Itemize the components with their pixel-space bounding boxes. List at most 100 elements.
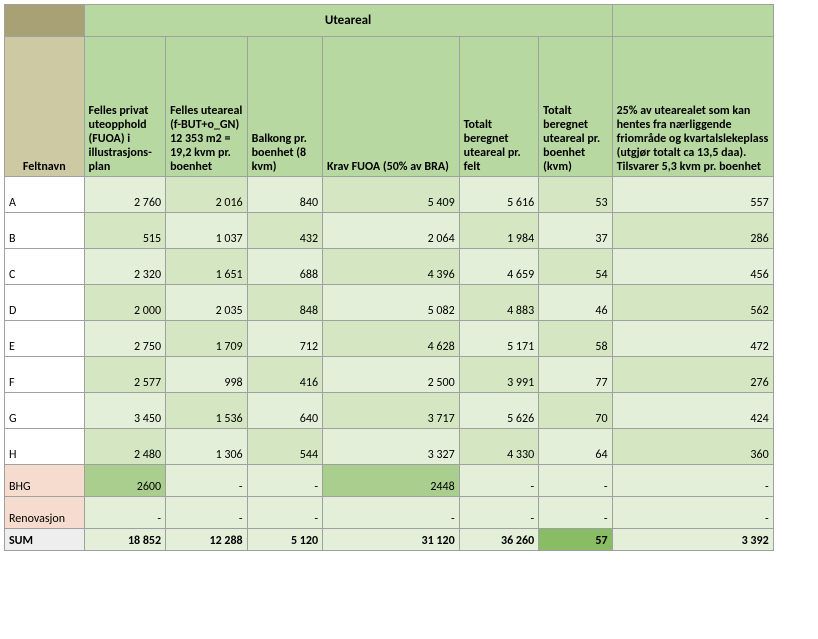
data-cell: 4 396 [323, 249, 460, 285]
top-header-row: Uteareal [5, 5, 815, 37]
data-cell: 1 651 [166, 249, 248, 285]
gap [773, 529, 814, 551]
col-header-5: Totalt beregnet uteareal pr. boenhet (kv… [539, 37, 612, 177]
gap [773, 249, 814, 285]
gap [773, 213, 814, 249]
data-cell: 46 [539, 285, 612, 321]
data-cell: 4 330 [459, 429, 539, 465]
data-cell: 562 [612, 285, 773, 321]
data-cell: - [323, 497, 460, 529]
data-cell: 2 500 [323, 357, 460, 393]
data-cell: 2 320 [84, 249, 166, 285]
data-cell: 77 [539, 357, 612, 393]
data-cell: 5 171 [459, 321, 539, 357]
data-cell: - [539, 497, 612, 529]
data-cell: 4 659 [459, 249, 539, 285]
data-cell: 432 [247, 213, 322, 249]
data-cell: - [166, 497, 248, 529]
table-row: C2 3201 6516884 3964 65954456 [5, 249, 815, 285]
row-label: F [5, 357, 85, 393]
data-cell: 5 120 [247, 529, 322, 551]
data-cell: 2 035 [166, 285, 248, 321]
table-row: D2 0002 0358485 0824 88346562 [5, 285, 815, 321]
col-header-6: 25% av utearealet som kan hentes fra nær… [612, 37, 773, 177]
data-cell: 286 [612, 213, 773, 249]
data-cell: 2600 [84, 465, 166, 497]
data-cell: 3 717 [323, 393, 460, 429]
gap [773, 357, 814, 393]
row-label: D [5, 285, 85, 321]
data-cell: 53 [539, 177, 612, 213]
row-label: A [5, 177, 85, 213]
data-cell: 36 260 [459, 529, 539, 551]
data-cell: 557 [612, 177, 773, 213]
data-cell: - [539, 465, 612, 497]
data-cell: 688 [247, 249, 322, 285]
data-cell: 544 [247, 429, 322, 465]
data-cell: 3 327 [323, 429, 460, 465]
data-cell: - [459, 465, 539, 497]
data-cell: - [459, 497, 539, 529]
data-cell: 18 852 [84, 529, 166, 551]
table-row: E2 7501 7097124 6285 17158472 [5, 321, 815, 357]
data-cell: 276 [612, 357, 773, 393]
col-header-4: Totalt beregnet uteareal pr. felt [459, 37, 539, 177]
data-cell: 2 750 [84, 321, 166, 357]
table-row: F2 5779984162 5003 99177276 [5, 357, 815, 393]
gap [773, 429, 814, 465]
data-cell: 515 [84, 213, 166, 249]
row-label: C [5, 249, 85, 285]
data-cell: 1 037 [166, 213, 248, 249]
data-cell: 5 082 [323, 285, 460, 321]
row-label: BHG [5, 465, 85, 497]
row-label: E [5, 321, 85, 357]
data-cell: - [84, 497, 166, 529]
table-row: B5151 0374322 0641 98437286 [5, 213, 815, 249]
gap [773, 177, 814, 213]
row-label: H [5, 429, 85, 465]
uteareal-heading: Uteareal [84, 5, 612, 37]
gap [773, 5, 814, 37]
data-cell: 2 000 [84, 285, 166, 321]
column-header-row: Feltnavn Felles privat uteopphold (FUOA)… [5, 37, 815, 177]
data-cell: 456 [612, 249, 773, 285]
gap [773, 37, 814, 177]
gap [773, 393, 814, 429]
table-row: H2 4801 3065443 3274 33064360 [5, 429, 815, 465]
row-label: G [5, 393, 85, 429]
data-cell: 2 760 [84, 177, 166, 213]
sum-row: SUM18 85212 2885 12031 12036 260573 392 [5, 529, 815, 551]
data-cell: - [612, 497, 773, 529]
feltnavn-header: Feltnavn [5, 37, 85, 177]
data-cell: 712 [247, 321, 322, 357]
row-label: SUM [5, 529, 85, 551]
corner-top [5, 5, 85, 37]
data-cell: 12 288 [166, 529, 248, 551]
data-cell: 64 [539, 429, 612, 465]
data-cell: 58 [539, 321, 612, 357]
data-cell: 360 [612, 429, 773, 465]
col-header-1: Felles uteareal (f-BUT+o_GN) 12 353 m2 =… [166, 37, 248, 177]
data-cell: 37 [539, 213, 612, 249]
gap [773, 285, 814, 321]
renovasjon-row: Renovasjon------- [5, 497, 815, 529]
data-cell: 3 450 [84, 393, 166, 429]
col-header-0: Felles privat uteopphold (FUOA) i illust… [84, 37, 166, 177]
data-cell: 54 [539, 249, 612, 285]
data-cell: 1 709 [166, 321, 248, 357]
data-cell: 3 991 [459, 357, 539, 393]
col-header-3: Krav FUOA (50% av BRA) [323, 37, 460, 177]
data-cell: 472 [612, 321, 773, 357]
data-cell: 1 984 [459, 213, 539, 249]
data-cell: 998 [166, 357, 248, 393]
data-cell: 4 883 [459, 285, 539, 321]
bhg-row: BHG2600--2448--- [5, 465, 815, 497]
data-cell: 57 [539, 529, 612, 551]
data-cell: 416 [247, 357, 322, 393]
data-cell: - [247, 465, 322, 497]
uteareal-table: Uteareal Feltnavn Felles privat uteoppho… [4, 4, 814, 551]
data-cell: 2 480 [84, 429, 166, 465]
data-cell: - [612, 465, 773, 497]
data-cell: 31 120 [323, 529, 460, 551]
data-cell: 5 626 [459, 393, 539, 429]
